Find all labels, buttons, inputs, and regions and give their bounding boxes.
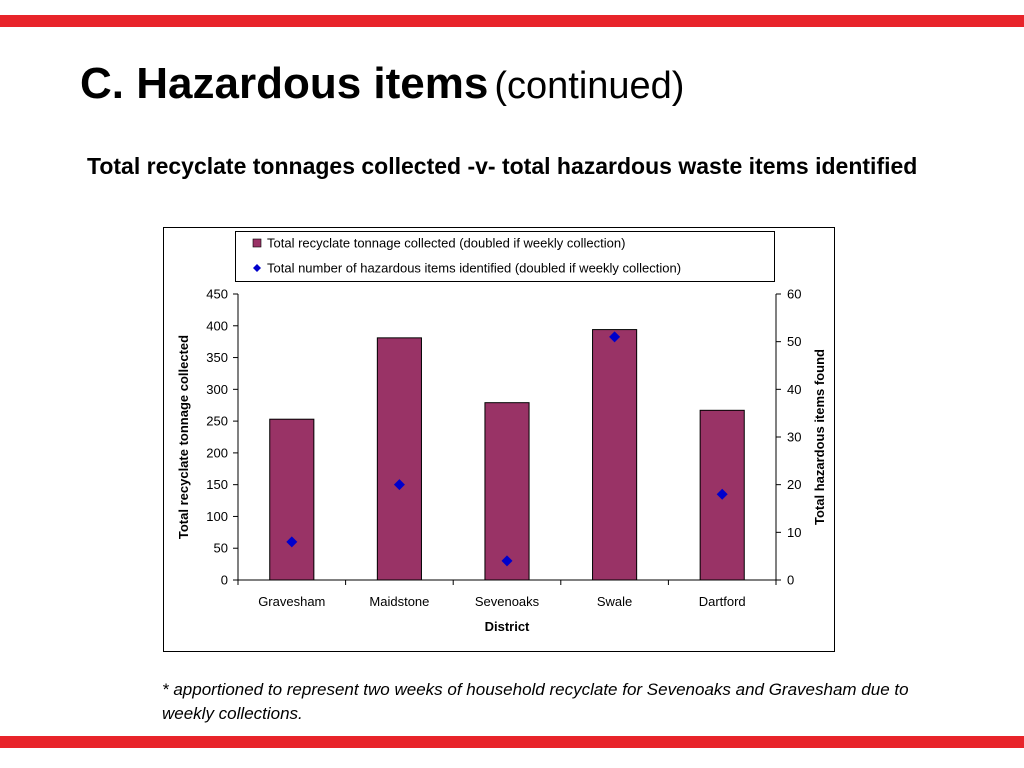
x-tick-label: Gravesham (258, 594, 325, 609)
chart: Total recyclate tonnage collected (doubl… (163, 227, 835, 652)
footnote: * apportioned to represent two weeks of … (162, 680, 909, 723)
right-tick-label: 20 (787, 477, 801, 492)
left-tick-label: 200 (206, 445, 228, 460)
left-tick-label: 50 (214, 541, 228, 556)
y-axis-title: Total recyclate tonnage collected (176, 335, 191, 539)
legend-swatch-hazardous (253, 264, 261, 272)
right-tick-label: 50 (787, 334, 801, 349)
marker-gravesham (286, 536, 298, 548)
bar-maidstone (376, 337, 422, 581)
legend-label-tonnage: Total recyclate tonnage collected (doubl… (267, 236, 625, 251)
left-tick-label: 0 (221, 573, 228, 588)
marker-sevenoaks (501, 555, 513, 567)
bar-swale (592, 329, 638, 581)
y2-axis-title: Total hazardous items found (812, 349, 827, 525)
right-tick-label: 10 (787, 525, 801, 540)
slide-title-main: C. Hazardous items (80, 59, 489, 108)
slide-title-suffix: (continued) (494, 65, 685, 107)
legend-swatch-tonnage (252, 238, 262, 248)
x-tick-label: Swale (597, 594, 632, 609)
legend: Total recyclate tonnage collected (doubl… (235, 231, 775, 282)
right-axis-ticks: 0 10 20 30 40 50 60 (776, 287, 801, 588)
chart-subtitle: Total recyclate tonnages collected -v- t… (87, 153, 918, 179)
x-axis-ticks: Gravesham Maidstone Sevenoaks Swale Dartford (237, 580, 777, 609)
left-tick-label: 350 (206, 350, 228, 365)
marker-swale (609, 331, 621, 343)
left-tick-label: 100 (206, 509, 228, 524)
right-tick-label: 30 (787, 430, 801, 445)
marker-series (286, 331, 728, 567)
left-tick-label: 150 (206, 477, 228, 492)
bottom-accent-bar (0, 736, 1024, 748)
slide-title: C. Hazardous items (continued) (80, 59, 685, 108)
right-tick-label: 0 (787, 573, 794, 588)
left-tick-label: 450 (206, 287, 228, 302)
left-tick-label: 300 (206, 382, 228, 397)
top-accent-bar (0, 15, 1024, 27)
bar-sevenoaks (484, 402, 530, 581)
right-tick-label: 40 (787, 382, 801, 397)
left-tick-label: 250 (206, 414, 228, 429)
right-tick-label: 60 (787, 287, 801, 302)
marker-maidstone (393, 479, 405, 491)
bar-series (269, 329, 745, 581)
legend-box (235, 231, 775, 282)
left-tick-label: 400 (206, 318, 228, 333)
x-tick-label: Maidstone (369, 594, 429, 609)
x-tick-label: Sevenoaks (475, 594, 540, 609)
x-tick-label: Dartford (699, 594, 746, 609)
legend-label-hazardous: Total number of hazardous items identifi… (267, 261, 681, 276)
bar-gravesham (269, 418, 315, 581)
marker-dartford (716, 488, 728, 500)
left-axis-ticks: 0 50 100 150 200 250 300 350 400 450 (206, 287, 238, 588)
x-axis-title: District (485, 619, 530, 634)
